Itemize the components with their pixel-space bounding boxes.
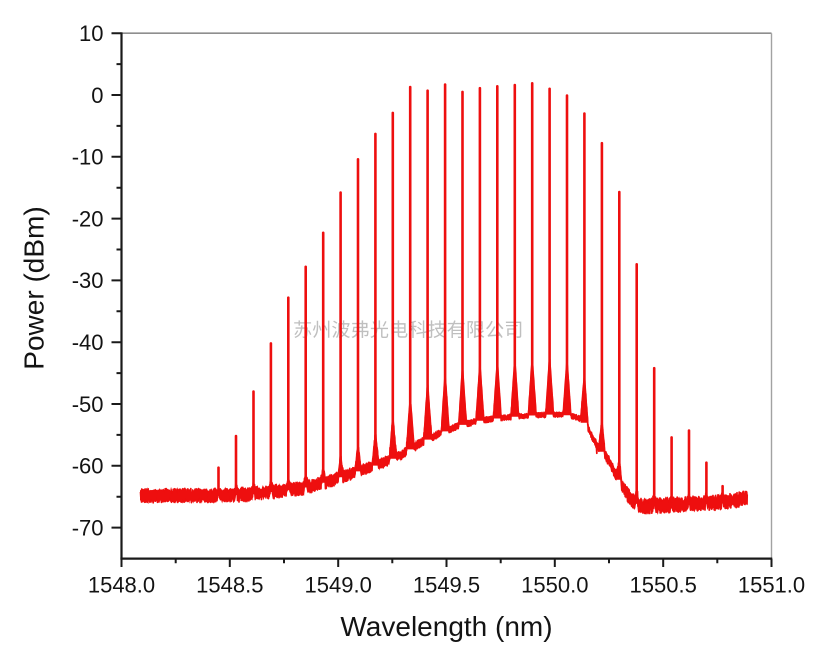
svg-text:1549.0: 1549.0 (305, 573, 372, 598)
svg-text:-50: -50 (72, 392, 104, 417)
svg-text:Power (dBm): Power (dBm) (19, 206, 50, 369)
svg-text:1548.5: 1548.5 (196, 573, 263, 598)
svg-text:-70: -70 (72, 515, 104, 540)
svg-text:0: 0 (91, 83, 103, 108)
svg-text:1550.5: 1550.5 (630, 573, 697, 598)
svg-text:-40: -40 (72, 330, 104, 355)
svg-text:-10: -10 (72, 145, 104, 170)
svg-text:1551.0: 1551.0 (738, 573, 805, 598)
svg-text:-30: -30 (72, 268, 104, 293)
svg-text:Wavelength (nm): Wavelength (nm) (340, 611, 552, 642)
svg-text:10: 10 (79, 21, 103, 46)
svg-text:1548.0: 1548.0 (88, 573, 155, 598)
svg-text:-60: -60 (72, 454, 104, 479)
svg-text:-20: -20 (72, 206, 104, 231)
svg-text:1549.5: 1549.5 (413, 573, 480, 598)
svg-text:1550.0: 1550.0 (521, 573, 588, 598)
